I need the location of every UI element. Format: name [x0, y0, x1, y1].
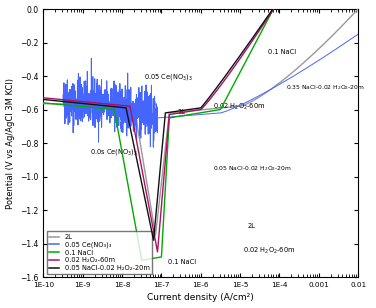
Text: 0.0s Ce(NO$_3$)$_3$: 0.0s Ce(NO$_3$)$_3$: [90, 148, 138, 157]
Text: 0.05 Ce(NO$_3$)$_3$: 0.05 Ce(NO$_3$)$_3$: [144, 72, 192, 82]
Text: 0.05 NaCl-0.02 H$_2$O$_2$-20m: 0.05 NaCl-0.02 H$_2$O$_2$-20m: [212, 164, 291, 173]
Text: 0.02 H$_2$O$_2$-60m: 0.02 H$_2$O$_2$-60m: [212, 102, 265, 112]
X-axis label: Current density (A/cm²): Current density (A/cm²): [147, 294, 254, 302]
Text: 0.1 NaCl: 0.1 NaCl: [268, 49, 296, 55]
Text: 0.02 H$_2$O$_2$-60m: 0.02 H$_2$O$_2$-60m: [243, 246, 296, 256]
Text: 0.1 NaCl: 0.1 NaCl: [168, 259, 197, 265]
Text: 2L: 2L: [177, 109, 185, 115]
Text: 2L: 2L: [247, 224, 255, 229]
Y-axis label: Potential (V vs Ag/AgCl 3M KCl): Potential (V vs Ag/AgCl 3M KCl): [6, 78, 15, 209]
Text: 0.35 NaCl-0.02 H$_2$O$_2$-20m: 0.35 NaCl-0.02 H$_2$O$_2$-20m: [287, 83, 365, 91]
Legend: 2L, 0.05 Ce(NO₃)₃, 0.1 NaCl, 0.02 H₂O₂-60m, 0.05 NaCl-0.02 H₂O₂-20m: 2L, 0.05 Ce(NO₃)₃, 0.1 NaCl, 0.02 H₂O₂-6…: [47, 231, 152, 274]
